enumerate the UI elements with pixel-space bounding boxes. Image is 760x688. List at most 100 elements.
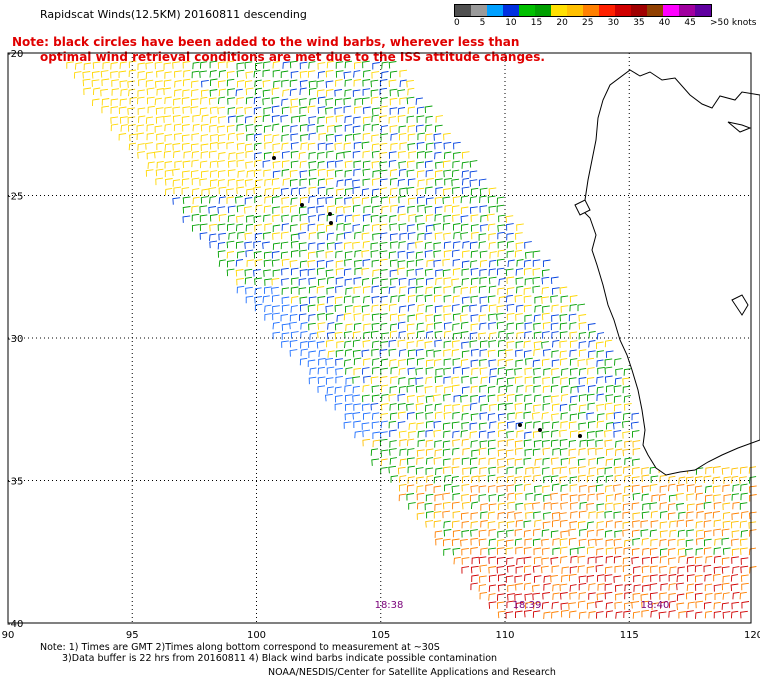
wind-barb bbox=[281, 196, 290, 205]
wind-barb bbox=[235, 259, 244, 267]
wind-barb bbox=[542, 321, 551, 330]
wind-barb bbox=[588, 511, 596, 519]
wind-barb bbox=[424, 385, 433, 394]
wind-barb bbox=[363, 331, 371, 340]
wind-barb bbox=[344, 124, 353, 132]
wind-barb bbox=[227, 132, 235, 141]
wind-barb bbox=[442, 422, 451, 430]
wind-barb bbox=[334, 142, 343, 151]
wind-barb bbox=[497, 231, 505, 240]
legend-swatch bbox=[535, 5, 551, 16]
wind-barb bbox=[145, 61, 154, 70]
wind-barb bbox=[695, 520, 703, 529]
wind-barb bbox=[623, 368, 631, 376]
wind-barb bbox=[236, 132, 245, 141]
wind-barb bbox=[686, 574, 695, 582]
wind-barb bbox=[226, 188, 234, 196]
wind-barb bbox=[344, 349, 352, 357]
wind-barb bbox=[434, 449, 442, 457]
wind-barb bbox=[398, 168, 407, 177]
wind-barb bbox=[300, 330, 308, 339]
wind-barb bbox=[505, 215, 514, 223]
wind-barb bbox=[154, 61, 163, 70]
wind-barb bbox=[137, 151, 145, 159]
wind-barb bbox=[362, 286, 371, 294]
wind-barb bbox=[380, 376, 388, 384]
wind-barb bbox=[372, 269, 380, 277]
wind-barb bbox=[469, 170, 478, 178]
wind-barb bbox=[534, 485, 542, 493]
wind-barb bbox=[453, 366, 461, 374]
wind-barb bbox=[272, 123, 280, 132]
wind-barb bbox=[460, 223, 469, 232]
wind-barb bbox=[452, 332, 461, 340]
wind-barb bbox=[199, 205, 208, 213]
wind-barb bbox=[551, 421, 560, 429]
wind-barb bbox=[550, 276, 559, 285]
wind-barb bbox=[416, 187, 425, 196]
wind-barb bbox=[452, 214, 460, 222]
wind-barb bbox=[183, 150, 191, 159]
wind-barb bbox=[604, 358, 613, 366]
wind-barb bbox=[172, 114, 181, 123]
wind-barb bbox=[173, 186, 182, 195]
wind-barb bbox=[569, 476, 578, 484]
wind-barb bbox=[128, 69, 137, 78]
wind-barb bbox=[453, 223, 461, 231]
wind-barb bbox=[263, 259, 272, 267]
wind-barb bbox=[435, 368, 443, 376]
wind-barb bbox=[281, 214, 289, 223]
wind-barb bbox=[515, 232, 523, 240]
wind-barb bbox=[713, 566, 722, 574]
wind-barb bbox=[452, 430, 460, 439]
wind-barb bbox=[489, 259, 497, 268]
wind-barb bbox=[569, 303, 577, 312]
wind-barb bbox=[379, 79, 388, 87]
wind-barb bbox=[362, 313, 371, 322]
wind-barb bbox=[443, 322, 452, 330]
wind-barb bbox=[191, 224, 200, 232]
wind-barb bbox=[155, 116, 164, 124]
wind-barb bbox=[460, 538, 468, 547]
wind-barb bbox=[596, 611, 604, 619]
wind-barb bbox=[461, 170, 469, 178]
legend-swatch bbox=[487, 5, 503, 16]
wind-barb bbox=[389, 259, 398, 267]
wind-barb bbox=[362, 88, 371, 96]
wind-barb bbox=[181, 97, 190, 105]
wind-barb bbox=[461, 277, 469, 286]
wind-barb bbox=[380, 125, 388, 133]
wind-barb bbox=[498, 573, 506, 582]
wind-barb bbox=[416, 106, 425, 115]
wind-barb bbox=[425, 439, 433, 448]
wind-barb bbox=[425, 483, 433, 492]
wind-barb bbox=[390, 233, 398, 241]
wind-barb bbox=[478, 556, 487, 564]
wind-barb bbox=[334, 304, 343, 312]
wind-barb bbox=[497, 610, 506, 619]
wind-barb bbox=[632, 467, 640, 475]
wind-barb bbox=[434, 232, 443, 240]
wind-barb bbox=[596, 521, 604, 529]
wind-barb bbox=[118, 106, 127, 115]
wind-barb bbox=[443, 277, 452, 285]
wind-barb bbox=[516, 385, 524, 393]
wind-barb bbox=[416, 115, 425, 123]
wind-barb bbox=[371, 313, 380, 321]
wind-barb bbox=[497, 241, 506, 249]
wind-barb bbox=[615, 611, 623, 619]
wind-barb bbox=[559, 403, 568, 412]
wind-barb bbox=[308, 161, 317, 169]
wind-barb bbox=[478, 447, 487, 456]
wind-barb bbox=[470, 529, 478, 537]
wind-barb bbox=[372, 205, 380, 213]
wind-barb bbox=[534, 394, 542, 402]
wind-barb bbox=[595, 555, 604, 564]
wind-barb bbox=[102, 61, 110, 70]
wind-barb bbox=[253, 169, 262, 177]
wind-barb bbox=[443, 250, 452, 258]
wind-barb bbox=[579, 528, 587, 537]
wind-barb bbox=[532, 268, 541, 276]
wind-barb bbox=[497, 601, 505, 609]
wind-barb bbox=[749, 529, 757, 537]
